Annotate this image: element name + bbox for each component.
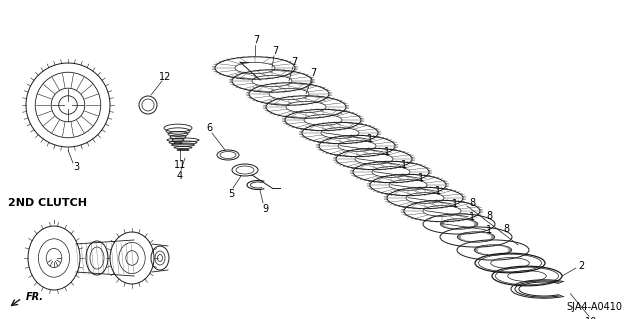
Text: 1: 1 bbox=[469, 211, 475, 222]
Text: 7: 7 bbox=[291, 57, 297, 67]
Text: 1: 1 bbox=[384, 147, 390, 157]
Text: 3: 3 bbox=[73, 162, 79, 172]
Text: 8: 8 bbox=[503, 224, 509, 234]
Text: 1: 1 bbox=[435, 186, 441, 196]
Text: 1: 1 bbox=[452, 199, 458, 209]
Text: 7: 7 bbox=[310, 68, 316, 78]
Text: 7: 7 bbox=[272, 46, 278, 56]
Text: 4: 4 bbox=[177, 171, 183, 181]
Text: 6: 6 bbox=[206, 123, 212, 133]
Text: 2ND CLUTCH: 2ND CLUTCH bbox=[8, 198, 87, 208]
Text: 1: 1 bbox=[367, 134, 373, 144]
Text: 12: 12 bbox=[159, 72, 171, 82]
Text: 1: 1 bbox=[401, 160, 407, 170]
Text: 5: 5 bbox=[228, 189, 234, 199]
Text: 7: 7 bbox=[253, 35, 259, 45]
Text: 11: 11 bbox=[174, 160, 186, 170]
Text: 2: 2 bbox=[578, 261, 584, 271]
Text: SJA4-A0410: SJA4-A0410 bbox=[566, 302, 622, 312]
Text: 8: 8 bbox=[486, 211, 492, 221]
Text: 9: 9 bbox=[262, 204, 268, 214]
Text: FR.: FR. bbox=[26, 292, 44, 302]
Text: 8: 8 bbox=[469, 198, 475, 208]
Text: 10: 10 bbox=[585, 317, 597, 319]
Text: 1: 1 bbox=[418, 173, 424, 183]
Text: 1: 1 bbox=[486, 225, 492, 235]
